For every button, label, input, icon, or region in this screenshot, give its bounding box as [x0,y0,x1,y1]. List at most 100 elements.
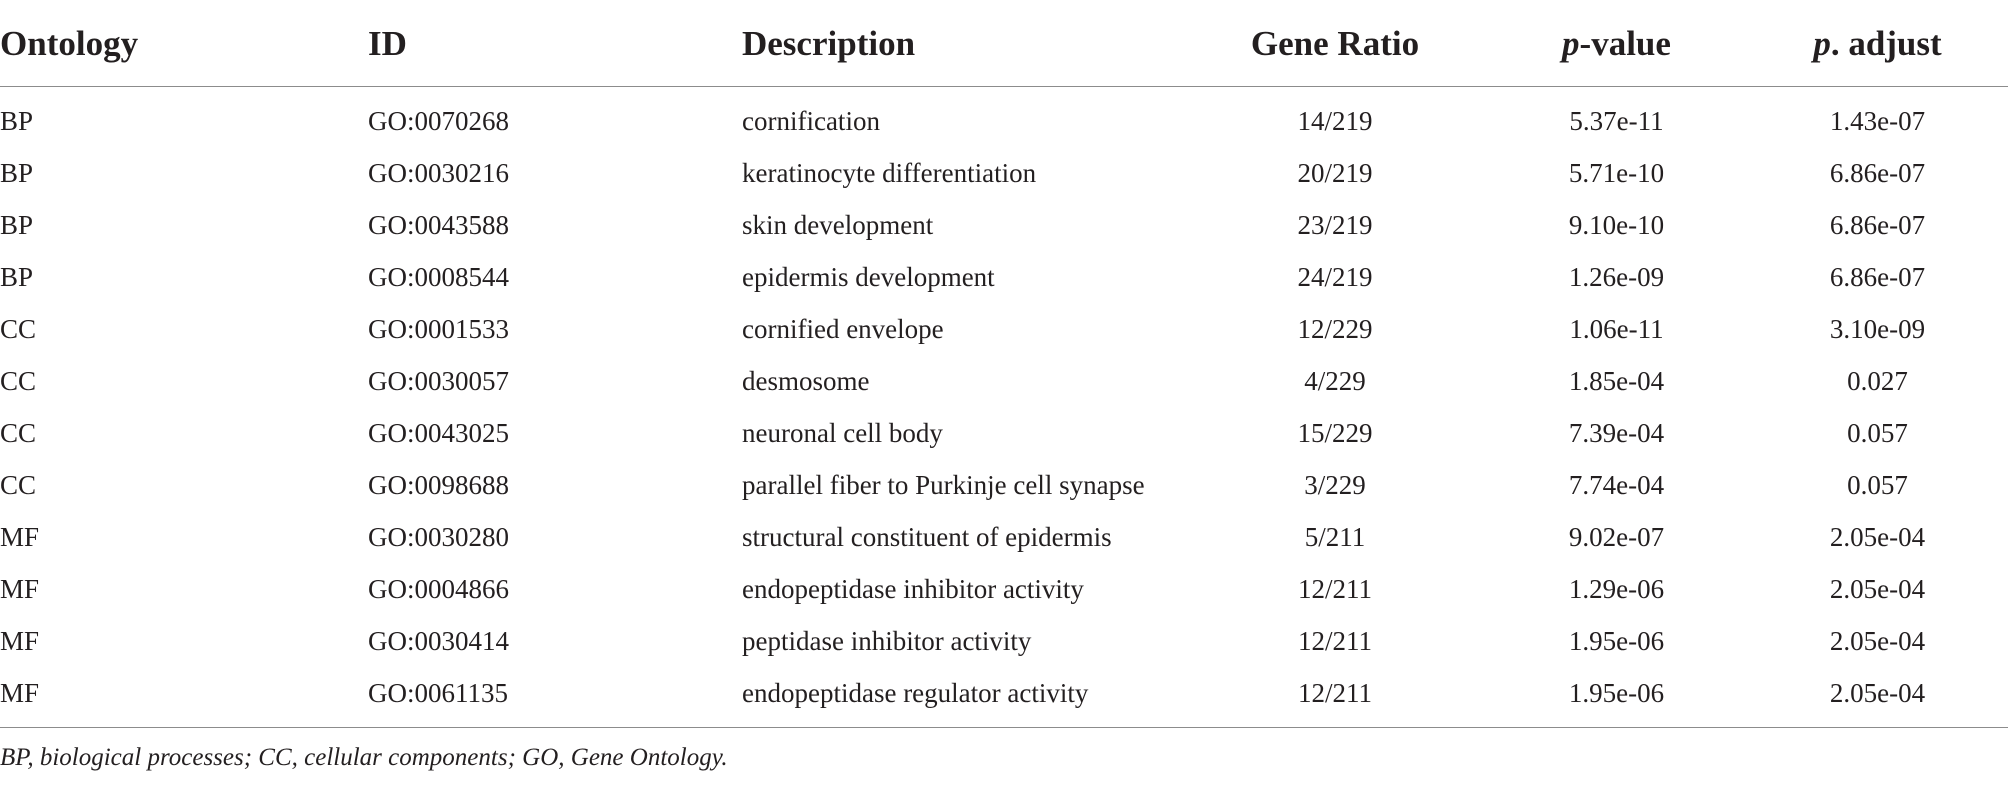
cell-ontology: BP [0,105,34,136]
cell-gene-ratio: 23/219 [1297,209,1373,240]
cell-p-adjust: 3.10e-09 [1829,313,1926,344]
cell-description: parallel fiber to Purkinje cell synapse [742,469,1145,500]
cell-p-value: 1.06e-11 [1569,313,1664,344]
cell-gene-ratio: 20/219 [1297,157,1373,188]
header-ontology: Ontology [0,0,368,87]
cell-p-adjust: 2.05e-04 [1829,625,1926,656]
header-gene-ratio: Gene Ratio [1184,0,1486,87]
cell-description: desmosome [742,365,870,396]
cell-ontology: MF [0,521,40,552]
table-row: MF GO:0004866 endopeptidase inhibitor acti… [0,563,2008,615]
cell-description: cornification [742,105,880,136]
table-footnote: BP, biological processes; CC, cellular c… [0,744,728,771]
cell-p-value: 9.10e-10 [1568,209,1665,240]
cell-description: cornified envelope [742,313,944,344]
cell-ontology: CC [0,417,37,448]
cell-p-adjust: 2.05e-04 [1829,521,1926,552]
cell-go-id: GO:0004866 [368,573,509,604]
table-row: CC GO:0098688 parallel fiber to Purkinje c… [0,459,2008,511]
cell-description: neuronal cell body [742,417,943,448]
table-row: CC GO:0001533 cornified envelope 12/229 1.06… [0,303,2008,355]
cell-gene-ratio: 14/219 [1297,105,1373,136]
cell-ontology: CC [0,365,37,396]
cell-ontology: MF [0,625,40,656]
table-header: Ontology ID Description Gene Ratio p-val… [0,0,2008,87]
cell-go-id: GO:0030280 [368,521,509,552]
cell-p-value: 5.37e-11 [1569,105,1664,136]
cell-description: endopeptidase inhibitor activity [742,573,1084,604]
cell-go-id: GO:0030057 [368,365,509,396]
cell-ontology: CC [0,469,37,500]
cell-p-value: 1.26e-09 [1568,261,1665,292]
cell-p-adjust: 6.86e-07 [1829,157,1926,188]
table-body: BP GO:0070268 cornification 14/219 5.37e-11 1… [0,87,2008,728]
cell-gene-ratio: 15/229 [1297,417,1373,448]
cell-ontology: MF [0,573,40,604]
header-description: Description [742,0,1184,87]
cell-ontology: BP [0,261,34,292]
cell-description: structural constituent of epidermis [742,521,1112,552]
cell-p-value: 5.71e-10 [1568,157,1665,188]
cell-go-id: GO:0098688 [368,469,509,500]
header-p-value: p-value [1486,0,1747,87]
header-p-value-suffix: -value [1579,23,1671,63]
cell-p-adjust: 0.057 [1847,469,1908,500]
cell-p-value: 1.29e-06 [1568,573,1665,604]
header-id: ID [368,0,742,87]
table-row: BP GO:0008544 epidermis development 24/219 1… [0,251,2008,303]
cell-p-value: 1.95e-06 [1486,667,1747,728]
cell-go-id: GO:0001533 [368,313,509,344]
cell-go-id: GO:0043025 [368,417,509,448]
table-row: BP GO:0030216 keratinocyte differentiation… [0,147,2008,199]
cell-p-value: 7.74e-04 [1568,469,1665,500]
table-row: MF GO:0030280 structural constituent of ep… [0,511,2008,563]
table-row: BP GO:0043588 skin development 23/219 9.10e-… [0,199,2008,251]
cell-ontology: MF [0,667,368,728]
table-row: CC GO:0030057 desmosome 4/229 1.85e-04 0.027 [0,355,2008,407]
cell-p-adjust: 6.86e-07 [1829,209,1926,240]
cell-go-id: GO:0070268 [368,105,509,136]
cell-ontology: CC [0,313,37,344]
cell-ontology: BP [0,157,34,188]
table-row: BP GO:0070268 cornification 14/219 5.37e-11 1… [0,87,2008,148]
go-enrichment-table-container: Ontology ID Description Gene Ratio p-val… [0,0,2008,728]
cell-p-adjust: 0.027 [1847,365,1908,396]
go-enrichment-table: Ontology ID Description Gene Ratio p-val… [0,0,2008,728]
cell-go-id: GO:0043588 [368,209,509,240]
table-row: MF GO:0030414 peptidase inhibitor activity… [0,615,2008,667]
cell-go-id: GO:0030414 [368,625,509,656]
cell-description: skin development [742,209,934,240]
cell-p-adjust: 2.05e-04 [1829,573,1926,604]
cell-description: endopeptidase regulator activity [742,667,1184,728]
cell-p-value: 7.39e-04 [1568,417,1665,448]
cell-gene-ratio: 24/219 [1297,261,1373,292]
cell-description: epidermis development [742,261,995,292]
header-p-adjust-italic-p: p [1813,23,1831,63]
header-row: Ontology ID Description Gene Ratio p-val… [0,0,2008,87]
cell-gene-ratio: 12/211 [1298,625,1372,656]
header-p-value-italic-p: p [1562,23,1580,63]
cell-description: peptidase inhibitor activity [742,625,1032,656]
table-row: MF GO:0061135 endopeptidase regulator acti… [0,667,2008,728]
header-p-adjust: p. adjust [1747,0,2008,87]
cell-gene-ratio: 5/211 [1304,521,1366,552]
cell-p-value: 9.02e-07 [1568,521,1665,552]
cell-p-value: 1.85e-04 [1568,365,1665,396]
cell-ontology: BP [0,209,34,240]
cell-p-adjust: 2.05e-04 [1747,667,2008,728]
cell-p-value: 1.95e-06 [1568,625,1665,656]
cell-gene-ratio: 12/211 [1298,573,1372,604]
cell-go-id: GO:0030216 [368,157,509,188]
table-row: CC GO:0043025 neuronal cell body 15/229 7.39… [0,407,2008,459]
cell-p-adjust: 1.43e-07 [1829,105,1926,136]
cell-description: keratinocyte differentiation [742,157,1037,188]
cell-p-adjust: 0.057 [1847,417,1908,448]
cell-gene-ratio: 12/229 [1297,313,1373,344]
cell-go-id: GO:0008544 [368,261,509,292]
cell-go-id: GO:0061135 [368,667,742,728]
cell-gene-ratio: 3/229 [1304,469,1366,500]
cell-gene-ratio: 4/229 [1304,365,1366,396]
header-p-adjust-suffix: . adjust [1830,23,1942,63]
cell-gene-ratio: 12/211 [1184,667,1486,728]
cell-p-adjust: 6.86e-07 [1829,261,1926,292]
